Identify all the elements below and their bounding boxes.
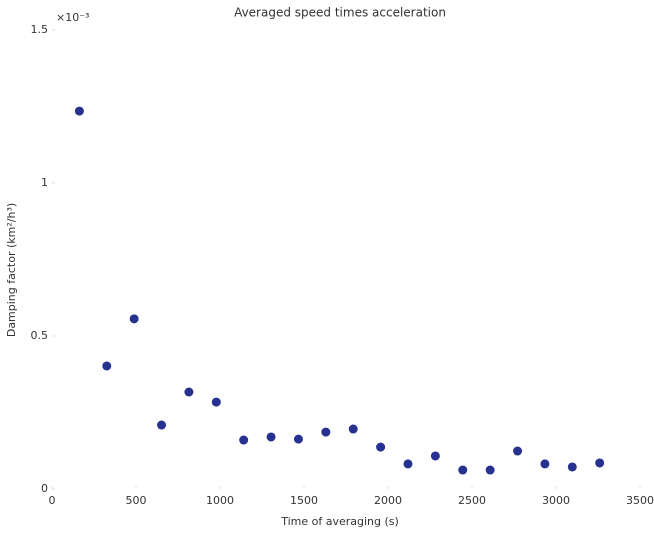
point xyxy=(458,465,468,475)
point xyxy=(102,361,112,371)
x-tick-label: 1500 xyxy=(290,494,318,507)
x-tick-label: 500 xyxy=(126,494,147,507)
point xyxy=(403,459,413,469)
point xyxy=(157,420,167,430)
point xyxy=(513,446,523,456)
point xyxy=(567,462,577,472)
x-tick-label: 3000 xyxy=(542,494,570,507)
point xyxy=(321,427,331,437)
x-tick-label: 0 xyxy=(49,494,56,507)
point xyxy=(595,458,605,468)
y-tick-label: 0 xyxy=(41,482,48,495)
x-tick-label: 1000 xyxy=(206,494,234,507)
point xyxy=(184,387,194,397)
x-tick-label: 3500 xyxy=(626,494,654,507)
y-tick-label: 1 xyxy=(41,176,48,189)
point xyxy=(293,434,303,444)
x-tick-label: 2500 xyxy=(458,494,486,507)
point xyxy=(266,432,276,442)
y-tick-label: 1.5 xyxy=(31,23,49,36)
x-axis-label: Time of averaging (s) xyxy=(280,515,399,528)
point xyxy=(430,451,440,461)
y-tick-label: 0.5 xyxy=(31,329,49,342)
chart-title: Averaged speed times acceleration xyxy=(234,6,446,20)
x-tick-label: 2000 xyxy=(374,494,402,507)
point xyxy=(348,424,358,434)
point xyxy=(485,465,495,475)
y-axis-label: Damping factor (km²/h³) xyxy=(5,203,18,337)
y-multiplier: ×10⁻³ xyxy=(56,11,89,24)
point xyxy=(540,459,550,469)
point xyxy=(376,442,386,452)
point xyxy=(129,314,139,324)
point xyxy=(74,106,84,116)
point xyxy=(211,397,221,407)
point xyxy=(239,435,249,445)
